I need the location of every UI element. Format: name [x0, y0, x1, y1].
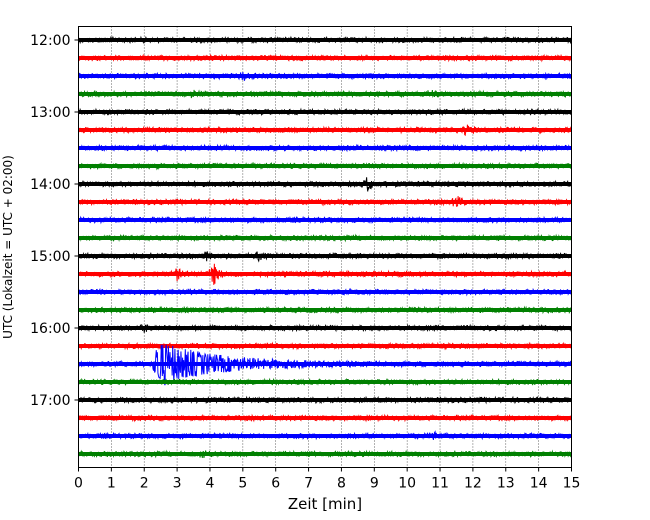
y-tick-label: 16:00 — [30, 321, 70, 337]
y-tick-label: 12:00 — [30, 33, 70, 49]
trace-baseline — [79, 74, 571, 78]
x-tick-label: 6 — [271, 476, 280, 492]
seismic-trace — [78, 395, 572, 405]
trace-signal — [78, 71, 572, 81]
trace-signal — [78, 263, 572, 285]
trace-signal — [78, 124, 572, 137]
trace-signal — [78, 53, 572, 63]
seismic-trace — [78, 177, 572, 192]
x-tick-label: 13 — [497, 476, 515, 492]
plot-frame — [78, 26, 572, 468]
trace-baseline — [79, 416, 571, 420]
trace-signal — [78, 89, 572, 99]
y-tick-label: 15:00 — [30, 249, 70, 265]
y-tick-label: 13:00 — [30, 105, 70, 121]
trace-signal — [78, 161, 572, 171]
x-axis-label: Zeit [min] — [288, 495, 362, 513]
trace-baseline — [79, 290, 571, 294]
trace-group — [78, 35, 572, 459]
seismic-trace — [78, 161, 572, 171]
x-tick-label: 2 — [140, 476, 149, 492]
seismic-trace — [78, 215, 572, 225]
seismic-trace — [78, 233, 572, 243]
x-tick-label: 8 — [337, 476, 346, 492]
seismic-trace — [78, 377, 572, 387]
seismic-trace — [78, 263, 572, 285]
y-axis-ticks: 12:00 13:00 14:00 15:00 16:00 17:00 — [30, 33, 79, 409]
x-tick-label: 5 — [238, 476, 247, 492]
seismic-trace — [78, 287, 572, 297]
seismic-trace — [78, 449, 572, 459]
seismic-trace — [78, 71, 572, 81]
x-tick-label: 0 — [74, 476, 83, 492]
trace-signal — [78, 233, 572, 243]
trace-baseline — [79, 182, 571, 186]
seismic-trace — [78, 323, 572, 333]
trace-signal — [78, 107, 572, 117]
y-tick-label: 17:00 — [30, 393, 70, 409]
seismic-trace — [78, 251, 572, 263]
seismic-trace — [78, 430, 572, 441]
seismic-trace — [78, 143, 572, 153]
x-tick-label: 3 — [173, 476, 182, 492]
trace-signal — [78, 413, 572, 423]
seismic-trace — [78, 341, 572, 351]
seismic-trace — [78, 53, 572, 63]
seismic-trace — [78, 89, 572, 99]
trace-signal — [78, 377, 572, 387]
x-tick-label: 12 — [464, 476, 482, 492]
trace-signal — [78, 251, 572, 263]
seismic-trace — [78, 107, 572, 117]
x-axis-ticks: 0 1 2 3 4 5 6 7 8 9 10 11 12 13 14 15 — [74, 467, 581, 492]
trace-signal — [78, 430, 572, 441]
x-tick-label: 11 — [431, 476, 449, 492]
trace-signal — [78, 215, 572, 225]
seismic-trace — [78, 344, 572, 386]
y-tick-label: 14:00 — [30, 177, 70, 193]
trace-baseline — [79, 200, 571, 204]
trace-signal — [78, 323, 572, 333]
seismic-trace — [78, 305, 572, 315]
x-tick-label: 10 — [398, 476, 416, 492]
trace-signal — [78, 196, 572, 207]
x-tick-label: 4 — [206, 476, 215, 492]
x-tick-label: 9 — [370, 476, 379, 492]
trace-signal — [78, 395, 572, 405]
trace-signal — [78, 143, 572, 153]
seismic-trace — [78, 413, 572, 423]
x-tick-label: 14 — [530, 476, 548, 492]
trace-signal — [78, 449, 572, 459]
seismic-trace — [78, 124, 572, 137]
x-tick-label: 7 — [304, 476, 313, 492]
x-tick-label: 15 — [563, 476, 581, 492]
y-axis-label: UTC (Lokalzeit = UTC + 02:00) — [1, 155, 15, 339]
trace-signal — [78, 305, 572, 315]
seismic-trace — [78, 35, 572, 45]
trace-signal — [78, 35, 572, 45]
trace-signal — [78, 177, 572, 192]
trace-signal — [78, 287, 572, 297]
x-tick-label: 1 — [107, 476, 116, 492]
seismic-trace — [78, 196, 572, 207]
trace-signal — [78, 344, 572, 386]
